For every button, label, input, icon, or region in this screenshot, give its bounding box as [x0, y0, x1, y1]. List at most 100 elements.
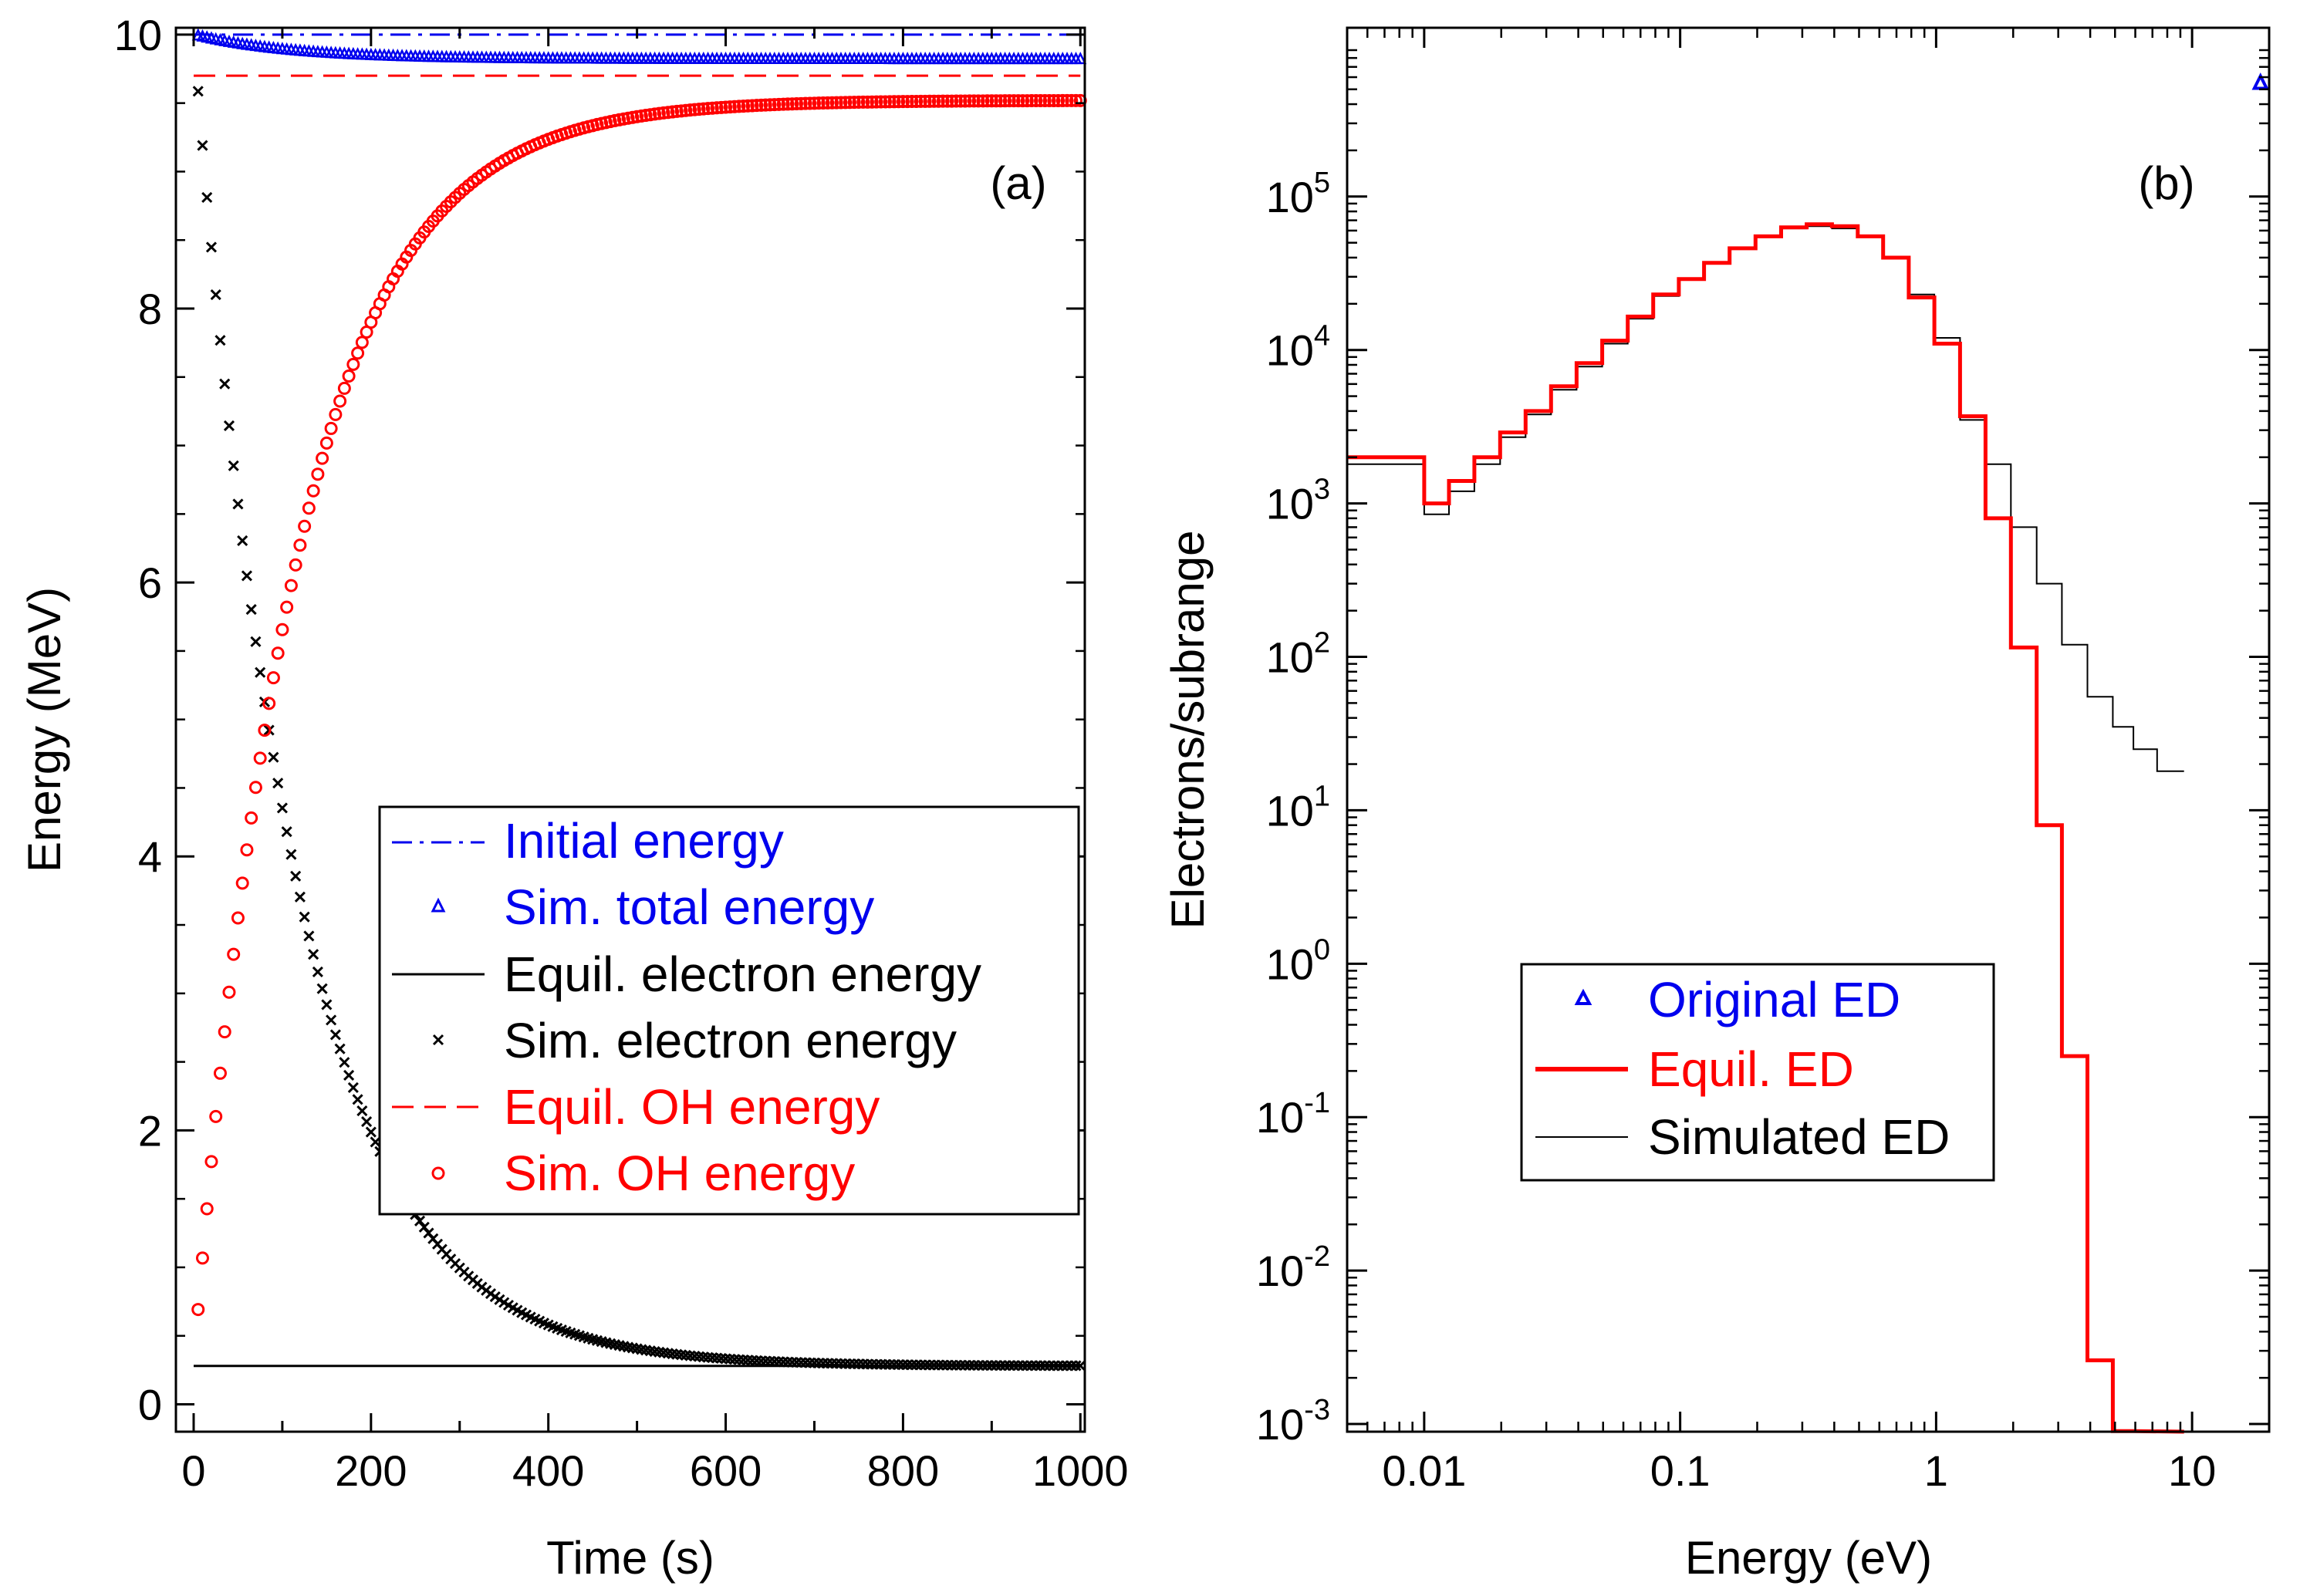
y-tick-label: 0 — [138, 1380, 162, 1429]
electron-energy-point — [946, 1359, 957, 1371]
electron-energy-point — [866, 1358, 878, 1370]
oh-energy-point — [998, 94, 1012, 108]
oh-energy-point — [204, 1155, 218, 1169]
oh-energy-point — [679, 103, 693, 117]
oh-energy-point — [887, 95, 901, 109]
legend-equil-ed: Equil. ED — [1648, 1041, 1854, 1097]
y-tick-label: 4 — [138, 832, 162, 881]
oh-energy-point — [666, 105, 680, 119]
panel-b-xlabel: Energy (eV) — [1685, 1532, 1932, 1584]
oh-energy-point — [852, 96, 866, 110]
oh-energy-point — [222, 985, 236, 999]
oh-energy-point — [723, 100, 737, 114]
electron-energy-point — [933, 1359, 944, 1371]
oh-energy-point — [245, 811, 258, 825]
equil-ed-step — [1347, 222, 2184, 1434]
electron-energy-point — [1070, 1360, 1082, 1372]
electron-energy-point — [839, 1358, 851, 1369]
electron-energy-point — [334, 1043, 346, 1054]
oh-energy-point — [1007, 94, 1021, 108]
oh-energy-point — [945, 94, 959, 108]
x-tick-label: 0.01 — [1382, 1446, 1466, 1495]
oh-energy-point — [1034, 94, 1048, 108]
oh-energy-point — [684, 103, 697, 117]
oh-energy-point — [710, 101, 724, 115]
electron-energy-point — [361, 1116, 373, 1128]
electron-energy-point — [356, 1105, 368, 1117]
legend-original-ed-swatch — [1574, 988, 1592, 1005]
electron-energy-point — [414, 1215, 426, 1227]
oh-energy-point — [200, 1202, 214, 1216]
oh-energy-point — [941, 94, 954, 108]
y-tick-label: 10 — [114, 11, 162, 59]
legend-sim-electron-energy-swatch — [432, 1034, 444, 1046]
oh-energy-point — [816, 96, 830, 110]
electron-energy-point — [223, 420, 235, 431]
electron-energy-point — [1022, 1360, 1033, 1372]
oh-energy-point — [789, 97, 803, 111]
electron-energy-point — [210, 289, 221, 301]
x-tick-label: 0 — [181, 1446, 205, 1495]
electron-energy-point — [329, 1029, 341, 1041]
electron-energy-point — [201, 191, 213, 203]
oh-energy-point — [927, 94, 941, 108]
oh-energy-point — [843, 96, 856, 110]
electron-energy-point — [1035, 1360, 1046, 1372]
panel-b-legend-box — [1520, 963, 1995, 1182]
oh-energy-point — [781, 97, 795, 111]
oh-energy-point — [829, 96, 843, 110]
electron-energy-point — [268, 751, 279, 763]
oh-energy-point — [227, 947, 241, 961]
oh-energy-point — [714, 100, 728, 114]
legend-sim-total-energy-swatch — [431, 897, 446, 913]
oh-energy-point — [302, 501, 316, 515]
oh-energy-point — [971, 94, 985, 108]
oh-energy-point — [253, 751, 267, 765]
oh-energy-point — [1047, 93, 1061, 107]
oh-energy-point — [657, 106, 670, 120]
oh-energy-point — [1020, 94, 1034, 108]
legend-sim-electron-energy: Sim. electron energy — [504, 1013, 957, 1068]
oh-energy-point — [1069, 93, 1083, 107]
oh-energy-point — [248, 781, 262, 795]
panel-b-frame — [1346, 26, 2271, 1433]
x-tick-label: 10 — [2168, 1446, 2216, 1495]
electron-energy-point — [214, 335, 226, 346]
oh-energy-point — [705, 101, 719, 115]
total-energy-point — [1074, 52, 1087, 65]
electron-energy-point — [964, 1359, 975, 1371]
oh-energy-point — [936, 94, 950, 108]
oh-energy-point — [755, 98, 768, 112]
oh-energy-point — [319, 436, 333, 450]
electron-energy-point — [888, 1358, 900, 1371]
legend-sim-oh-energy-swatch — [431, 1166, 445, 1180]
oh-energy-point — [191, 1303, 205, 1317]
oh-energy-point — [737, 100, 751, 113]
oh-energy-point — [794, 96, 808, 110]
oh-energy-point — [231, 911, 245, 925]
electron-energy-point — [884, 1358, 896, 1370]
legend-original-ed: Original ED — [1648, 972, 1900, 1027]
oh-energy-point — [878, 95, 892, 109]
oh-energy-point — [954, 94, 968, 108]
oh-energy-point — [905, 95, 919, 109]
oh-energy-point — [834, 96, 848, 110]
oh-energy-point — [732, 100, 746, 113]
oh-energy-point — [661, 106, 675, 120]
oh-energy-point — [772, 97, 786, 111]
oh-energy-point — [847, 96, 861, 110]
oh-energy-point — [989, 94, 1003, 108]
x-tick-label: 600 — [690, 1446, 762, 1495]
oh-energy-point — [213, 1066, 227, 1080]
electron-energy-point — [928, 1359, 940, 1371]
electron-energy-point — [255, 666, 266, 678]
oh-energy-point — [963, 94, 977, 108]
oh-energy-point — [1029, 94, 1043, 108]
electron-energy-point — [1075, 1360, 1086, 1372]
electron-energy-point — [241, 570, 253, 582]
oh-energy-point — [1002, 94, 1016, 108]
legend-equil-electron-energy: Equil. electron energy — [504, 946, 981, 1002]
electron-energy-point — [312, 966, 323, 977]
oh-energy-point — [860, 95, 874, 109]
oh-energy-point — [258, 724, 272, 737]
